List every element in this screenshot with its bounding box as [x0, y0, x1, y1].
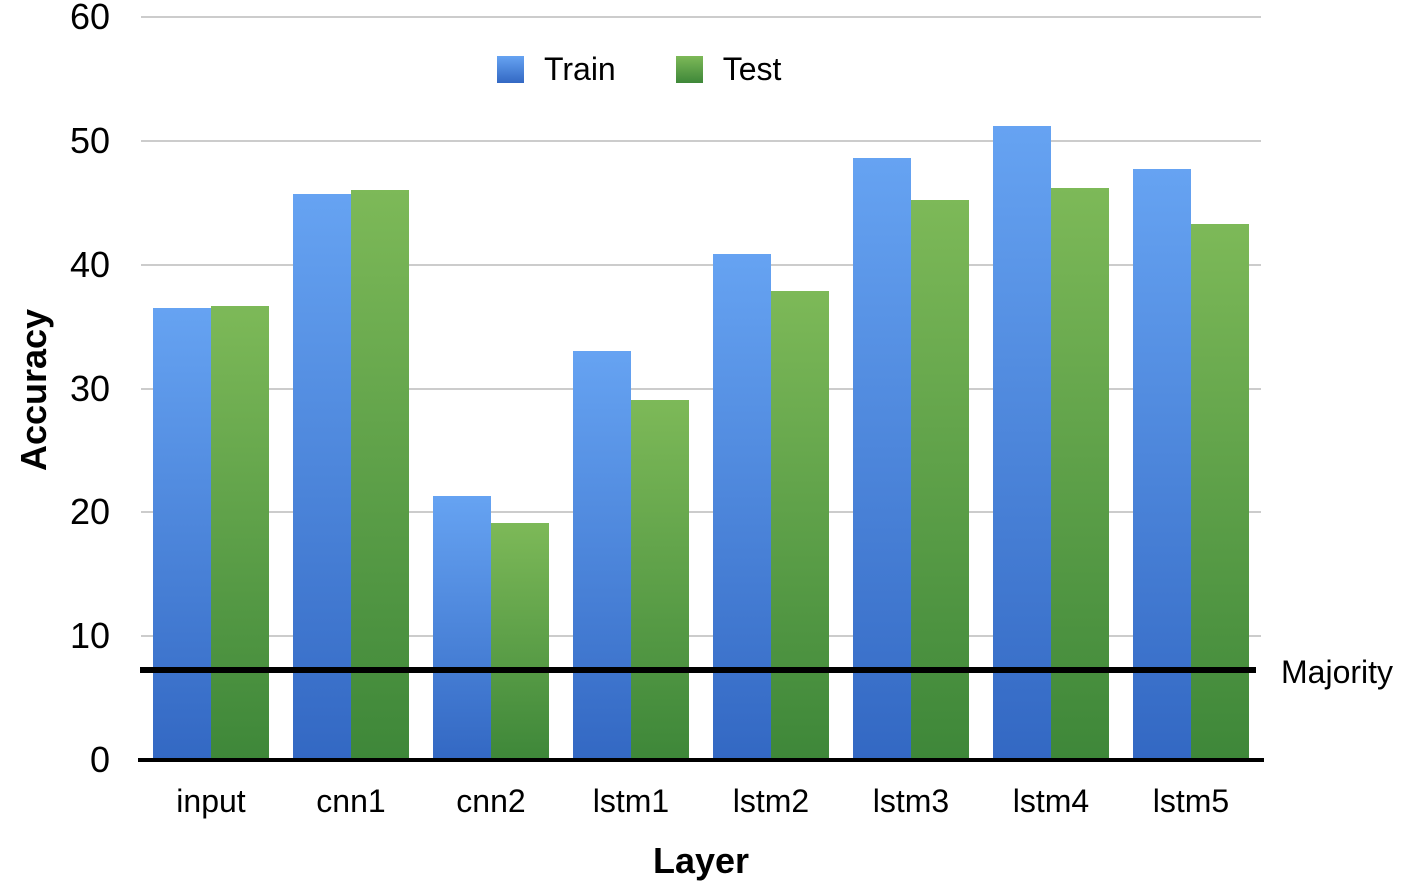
- gridline-50: [141, 140, 1261, 142]
- lstm2-train-bar: [713, 254, 771, 760]
- legend: Train Test: [497, 51, 781, 87]
- cnn2-test-bar: [491, 523, 549, 760]
- test-legend-label: Test: [722, 51, 782, 87]
- y-tick-label-0: 0: [89, 739, 110, 780]
- cnn2-train-bar: [433, 496, 491, 760]
- input-train-bar: [153, 308, 211, 760]
- y-tick-label-60: 60: [69, 0, 110, 37]
- x-tick-label-lstm5: lstm5: [1152, 783, 1230, 819]
- lstm3-train-bar: [853, 158, 911, 760]
- y-tick-label-30: 30: [69, 368, 110, 409]
- train-legend-label: Train: [544, 51, 616, 87]
- y-tick-label-20: 20: [69, 491, 110, 532]
- x-axis-title: Layer: [652, 840, 750, 881]
- y-tick-label-10: 10: [69, 615, 110, 656]
- lstm5-test-bar: [1191, 224, 1249, 760]
- lstm4-test-bar: [1051, 188, 1109, 760]
- cnn1-test-bar: [351, 190, 409, 760]
- legend-item-train: Train: [497, 51, 616, 87]
- test-series-swatch-icon: [675, 55, 703, 83]
- x-tick-label-lstm1: lstm1: [592, 783, 670, 819]
- gridline-10: [141, 635, 1261, 637]
- x-tick-label-lstm4: lstm4: [1012, 783, 1090, 819]
- lstm2-test-bar: [771, 291, 829, 760]
- x-tick-label-cnn2: cnn2: [456, 783, 526, 819]
- legend-item-test: Test: [675, 51, 782, 87]
- cnn1-train-bar: [293, 194, 351, 760]
- majority-line: [140, 667, 1256, 673]
- gridline-40: [141, 264, 1261, 266]
- x-tick-label-input: input: [176, 783, 246, 819]
- train-series-swatch-icon: [497, 55, 524, 83]
- lstm1-test-bar: [631, 400, 689, 760]
- x-tick-label-lstm2: lstm2: [732, 783, 810, 819]
- gridline-60: [141, 16, 1261, 18]
- lstm1-train-bar: [573, 351, 631, 760]
- y-tick-label-40: 40: [69, 244, 110, 285]
- lstm5-train-bar: [1133, 169, 1191, 760]
- input-test-bar: [211, 306, 269, 760]
- gridline-20: [141, 511, 1261, 513]
- lstm3-test-bar: [911, 200, 969, 760]
- gridline-30: [141, 388, 1261, 390]
- majority-annotation-label: Majority: [1281, 654, 1394, 690]
- x-tick-label-lstm3: lstm3: [872, 783, 950, 819]
- lstm4-train-bar: [993, 126, 1051, 760]
- x-tick-label-cnn1: cnn1: [316, 783, 386, 819]
- y-tick-label-50: 50: [69, 120, 110, 161]
- x-axis-line: [138, 758, 1264, 762]
